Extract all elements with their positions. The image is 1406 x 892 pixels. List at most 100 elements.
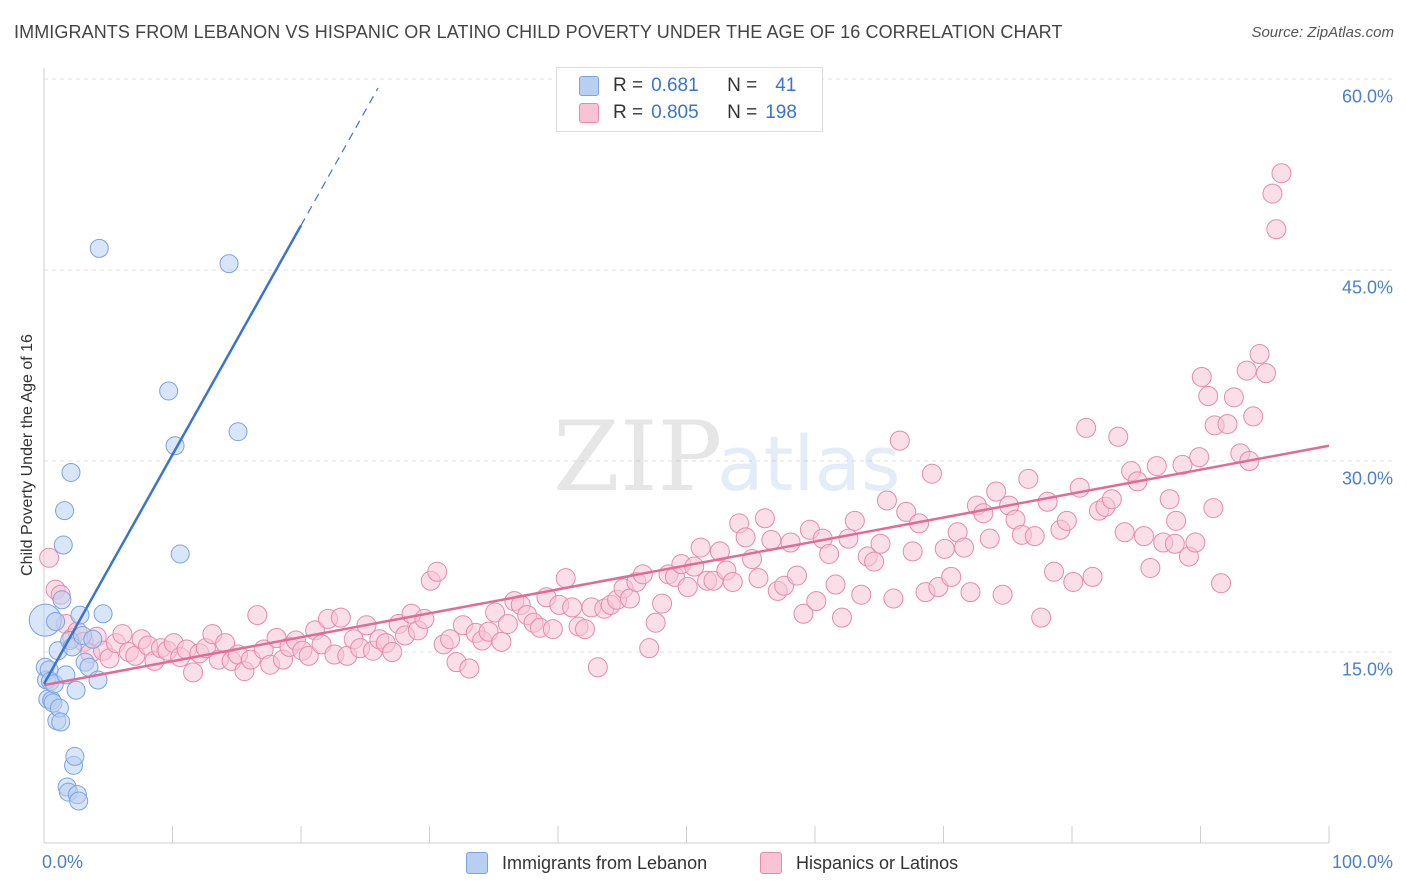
hispanic-point <box>459 658 480 679</box>
hispanic-point <box>555 568 576 589</box>
hispanic-point <box>298 645 319 666</box>
hispanic-point <box>761 529 782 550</box>
lebanon-point <box>51 712 71 732</box>
hispanic-point <box>1114 522 1135 543</box>
hispanic-point <box>1189 447 1210 468</box>
lebanon-point <box>52 590 72 610</box>
hispanic-point <box>1146 456 1167 477</box>
hispanic-point <box>864 551 885 572</box>
hispanic-point <box>1056 510 1077 531</box>
hispanic-point <box>1108 426 1129 447</box>
legend-n-label: N = <box>727 102 758 123</box>
bottom-legend-label-hispanic: Hispanics or Latinos <box>796 852 959 873</box>
legend-r-label: R = <box>613 102 644 123</box>
hispanic-point <box>1198 386 1219 407</box>
lebanon-point <box>83 629 103 649</box>
hispanic-point <box>1236 360 1257 381</box>
legend-r-value-blue: 0.681 <box>651 75 699 96</box>
hispanic-point <box>992 584 1013 605</box>
hispanic-point <box>883 588 904 609</box>
hispanic-point <box>851 584 872 605</box>
hispanic-point <box>1217 414 1238 435</box>
lebanon-trend-line <box>42 224 303 685</box>
y-tick-30: 30.0% <box>1341 468 1393 489</box>
hispanic-point <box>639 638 660 659</box>
bottom-legend-swatch-pink <box>760 852 782 874</box>
hispanic-point <box>1262 183 1283 204</box>
legend-n-value-pink: 198 <box>765 102 797 123</box>
hispanic-point <box>427 561 448 582</box>
hispanic-point <box>722 571 743 592</box>
hispanic-point <box>1271 163 1292 184</box>
hispanic-point <box>440 629 461 650</box>
hispanic-point <box>1203 498 1224 519</box>
hispanic-point <box>645 612 666 633</box>
lebanon-point <box>61 462 81 482</box>
hispanic-point <box>889 430 910 451</box>
y-tick-45: 45.0% <box>1341 277 1393 298</box>
y-tick-60: 60.0% <box>1341 86 1393 107</box>
hispanic-point <box>1063 571 1084 592</box>
hispanic-point <box>1211 573 1232 594</box>
legend-n-label: N = <box>727 75 758 96</box>
lebanon-point <box>159 381 179 401</box>
legend-row-lebanon: R = 0.681 N = 41 <box>579 73 796 99</box>
hispanic-point <box>1133 526 1154 547</box>
bottom-legend-hispanic: Hispanics or Latinos <box>760 852 958 874</box>
hispanic-point <box>1266 219 1287 240</box>
hispanic-point <box>986 481 1007 502</box>
trend-lines <box>42 87 1330 687</box>
hispanic-trend-line <box>43 444 1330 687</box>
hispanic-point <box>562 597 583 618</box>
hispanic-point <box>1037 491 1058 512</box>
y-axis-label: Child Poverty Under the Age of 16 <box>19 334 36 576</box>
hispanic-point <box>690 537 711 558</box>
axes <box>43 68 1330 844</box>
hispanic-point <box>587 657 608 678</box>
hispanic-point <box>825 574 846 595</box>
hispanic-point <box>1018 468 1039 489</box>
hispanic-point <box>973 503 994 524</box>
hispanic-point <box>954 537 975 558</box>
x-tick-min: 0.0% <box>42 852 84 872</box>
hispanic-point <box>247 605 268 626</box>
legend-swatch-blue <box>579 76 599 96</box>
hispanic-point <box>838 528 859 549</box>
hispanic-point <box>677 577 698 598</box>
legend-row-hispanic: R = 0.805 N = 198 <box>579 100 797 126</box>
hispanic-point <box>896 501 917 522</box>
hispanic-point <box>1082 566 1103 587</box>
hispanic-point <box>735 527 756 548</box>
hispanic-point <box>1164 533 1185 554</box>
hispanic-point <box>542 619 563 640</box>
y-tick-15: 15.0% <box>1341 659 1393 680</box>
chart-title: IMMIGRANTS FROM LEBANON VS HISPANIC OR L… <box>14 22 1063 42</box>
lebanon-point <box>46 611 66 631</box>
x-tick-max: 100.0% <box>1331 852 1393 872</box>
lebanon-point <box>170 544 190 564</box>
hispanic-point <box>960 582 981 603</box>
hispanic-point <box>497 613 518 634</box>
hispanic-point <box>1140 557 1161 578</box>
hispanic-point <box>819 543 840 564</box>
hispanic-point <box>876 490 897 511</box>
hispanic-point <box>1159 489 1180 510</box>
hispanic-point <box>941 566 962 587</box>
hispanic-point <box>754 508 775 529</box>
source-label: Source: ZipAtlas.com <box>1251 24 1394 41</box>
hispanic-point <box>1223 387 1244 408</box>
lebanon-point <box>53 535 73 555</box>
lebanon-point <box>89 238 109 258</box>
hispanic-point <box>1243 406 1264 427</box>
hispanic-point <box>485 602 506 623</box>
watermark: ZIP atlas <box>553 401 901 513</box>
hispanic-point <box>1101 489 1122 510</box>
hispanic-point <box>491 631 512 652</box>
lebanon-point <box>65 746 85 766</box>
lebanon-point <box>69 791 89 811</box>
hispanic-point <box>1172 454 1193 475</box>
hispanic-point <box>831 607 852 628</box>
lebanon-point <box>66 680 86 700</box>
hispanic-point <box>574 619 595 640</box>
